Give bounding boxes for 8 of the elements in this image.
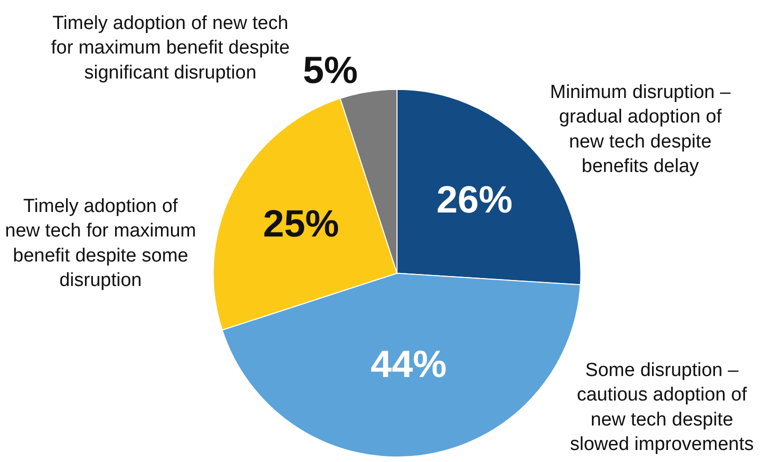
data-label: 44% [370, 344, 447, 386]
slice-label: Timely adoption of new tech for maximum benefit despite significant disruption [51, 13, 290, 84]
slice-label: Some disruption – cautious adoption of new tech despite slowed improvements [570, 360, 754, 456]
slice-label: Minimum disruption – gradual adoption of new tech despite benefits delay [550, 82, 731, 178]
slice-label: Timely adoption of new tech for maximum benefit despite some disruption [5, 196, 196, 292]
data-label: 26% [436, 179, 513, 222]
data-label: 5% [302, 50, 358, 92]
data-label: 25% [263, 203, 340, 246]
